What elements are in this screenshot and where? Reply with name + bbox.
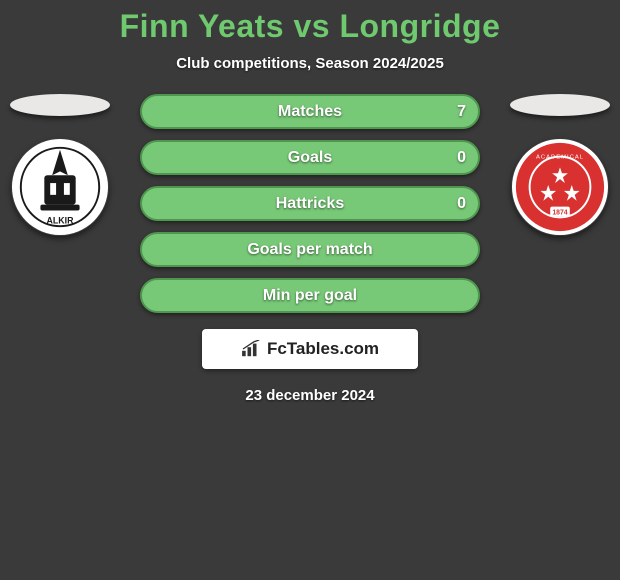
stat-right-value: 0 bbox=[457, 195, 466, 213]
subtitle: Club competitions, Season 2024/2025 bbox=[0, 55, 620, 72]
brand-text: FcTables.com bbox=[267, 339, 379, 359]
stats-list: Matches 7 Goals 0 Hattricks 0 Goals per … bbox=[140, 94, 480, 313]
stat-row-matches: Matches 7 bbox=[140, 94, 480, 129]
stat-label: Goals bbox=[288, 149, 332, 167]
stat-label: Hattricks bbox=[276, 195, 344, 213]
stat-row-min-per-goal: Min per goal bbox=[140, 278, 480, 313]
svg-text:ALKIR: ALKIR bbox=[47, 215, 75, 225]
club-left-icon: ALKIR bbox=[11, 138, 109, 236]
stat-right-value: 0 bbox=[457, 149, 466, 167]
stat-label: Matches bbox=[278, 103, 342, 121]
stat-label: Goals per match bbox=[247, 241, 372, 259]
date-text: 23 december 2024 bbox=[0, 387, 620, 404]
svg-text:ACADEMICAL: ACADEMICAL bbox=[536, 155, 584, 161]
stat-right-value: 7 bbox=[457, 103, 466, 121]
club-right-logo: ACADEMICAL 1874 bbox=[511, 138, 609, 236]
page-title: Finn Yeats vs Longridge bbox=[0, 0, 620, 45]
comparison-content: ALKIR ACADEMICAL 1874 bbox=[0, 94, 620, 404]
player-left-oval bbox=[10, 94, 110, 116]
stat-row-goals: Goals 0 bbox=[140, 140, 480, 175]
player-left-badge: ALKIR bbox=[0, 94, 120, 236]
svg-text:1874: 1874 bbox=[552, 209, 567, 216]
player-right-oval bbox=[510, 94, 610, 116]
stat-row-hattricks: Hattricks 0 bbox=[140, 186, 480, 221]
club-right-icon: ACADEMICAL 1874 bbox=[511, 138, 609, 236]
stat-label: Min per goal bbox=[263, 287, 357, 305]
brand-box[interactable]: FcTables.com bbox=[202, 329, 418, 369]
brand-chart-icon bbox=[241, 340, 263, 358]
club-left-logo: ALKIR bbox=[11, 138, 109, 236]
player-right-badge: ACADEMICAL 1874 bbox=[500, 94, 620, 236]
stat-row-goals-per-match: Goals per match bbox=[140, 232, 480, 267]
